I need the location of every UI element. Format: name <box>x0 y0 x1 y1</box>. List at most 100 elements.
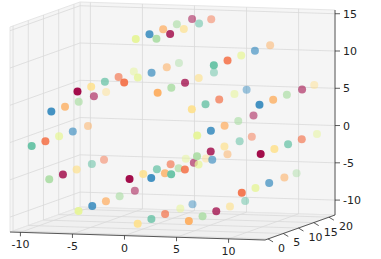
tick-label: 0 <box>278 242 285 255</box>
tick-label: -5 <box>67 240 78 253</box>
point <box>223 150 231 158</box>
point <box>75 207 83 215</box>
grid <box>10 2 335 239</box>
point <box>236 137 244 145</box>
point <box>221 122 229 130</box>
point <box>126 175 134 183</box>
point <box>255 101 263 109</box>
point <box>208 156 216 164</box>
point <box>298 85 306 93</box>
grid-line <box>10 192 80 217</box>
grid-line <box>20 207 90 232</box>
tick-label: 15 <box>343 8 357 21</box>
tick <box>335 162 340 163</box>
point <box>293 169 301 177</box>
tick <box>124 236 125 240</box>
point <box>84 122 92 130</box>
point <box>234 117 242 125</box>
point <box>243 86 251 94</box>
point <box>310 81 318 89</box>
point <box>188 15 196 23</box>
axes: -10-5051005101520-10-5051015 <box>10 8 361 258</box>
point <box>159 25 167 33</box>
point <box>153 165 161 173</box>
grid-line <box>73 4 74 209</box>
point <box>147 174 155 182</box>
point <box>207 15 215 23</box>
point <box>241 197 249 205</box>
point <box>193 152 201 160</box>
point <box>181 165 189 173</box>
tick-label: 0 <box>121 242 128 255</box>
point <box>163 63 171 71</box>
point <box>173 20 181 28</box>
point <box>212 207 220 215</box>
tick <box>228 239 229 243</box>
tick-label: 20 <box>339 220 353 233</box>
grid-line <box>58 10 59 215</box>
tick <box>298 228 303 231</box>
tick-label: 10 <box>222 245 236 258</box>
point <box>55 132 63 140</box>
point <box>59 170 67 178</box>
point <box>73 88 81 96</box>
point <box>280 174 288 182</box>
point <box>73 166 81 174</box>
point <box>181 79 189 87</box>
tick <box>314 223 319 226</box>
point <box>195 20 203 28</box>
point <box>251 47 259 55</box>
point <box>88 160 96 168</box>
point <box>139 170 147 178</box>
point <box>101 78 109 86</box>
point <box>115 73 123 81</box>
tick-label: 0 <box>343 120 350 133</box>
point <box>102 197 110 205</box>
point <box>298 135 306 143</box>
point <box>100 156 108 164</box>
point <box>230 90 238 98</box>
tick-label: -5 <box>343 157 354 170</box>
point <box>283 91 291 99</box>
tick <box>335 51 340 52</box>
point <box>249 112 257 120</box>
grid-line <box>298 9 299 214</box>
point <box>116 192 124 200</box>
point <box>185 217 193 225</box>
point <box>188 105 196 113</box>
point <box>195 161 203 169</box>
point <box>45 175 53 183</box>
point <box>251 184 259 192</box>
point <box>199 212 207 220</box>
tick-label: 10 <box>308 231 322 244</box>
point <box>207 147 215 155</box>
tick-label: 5 <box>343 82 350 95</box>
point <box>102 88 110 96</box>
point <box>266 41 274 49</box>
point <box>210 69 218 77</box>
grid-line <box>10 6 80 31</box>
point <box>69 127 77 135</box>
tick-label: 5 <box>293 236 300 249</box>
tick <box>283 233 288 236</box>
tick-label: 10 <box>343 45 357 58</box>
tick <box>329 217 334 220</box>
tick-label: -10 <box>11 238 29 251</box>
chart: -10-5051005101520-10-5051015 <box>0 0 381 259</box>
point <box>88 202 96 210</box>
grid-line <box>142 4 143 209</box>
point <box>130 67 138 75</box>
point <box>132 35 140 43</box>
point <box>147 215 155 223</box>
point <box>215 95 223 103</box>
point <box>224 56 232 64</box>
points <box>28 15 321 228</box>
grid-line <box>80 155 335 163</box>
point <box>154 89 162 97</box>
grid-line <box>13 26 14 231</box>
tick <box>335 200 340 201</box>
point <box>145 30 153 38</box>
tick <box>335 13 340 14</box>
point <box>148 69 156 77</box>
point <box>238 189 246 197</box>
